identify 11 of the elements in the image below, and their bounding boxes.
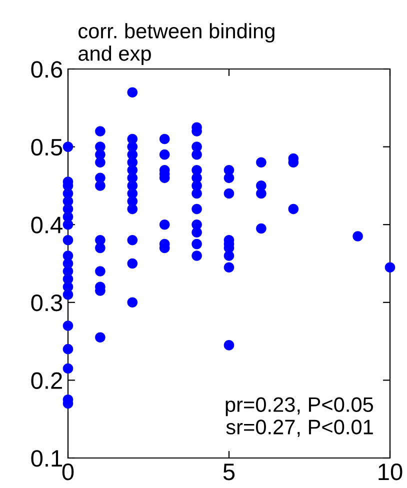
y-tick-label: 0.2	[31, 372, 62, 389]
y-tick-label: 0.6	[31, 61, 62, 78]
y-tick-label: 0.1	[31, 450, 62, 467]
y-tick-label: 0.3	[31, 294, 62, 312]
x-tick-label: 10	[378, 463, 402, 480]
x-tick-label: 5	[223, 464, 235, 480]
x-tick-label: 0	[62, 463, 74, 480]
chart-title: corr. between binding and exp	[78, 23, 274, 65]
y-tick-label: 0.4	[31, 216, 62, 234]
annotation: pr=0.23, P<0.05 sr=0.27, P<0.01	[226, 397, 374, 437]
y-tick-label: 0.5	[31, 138, 62, 156]
